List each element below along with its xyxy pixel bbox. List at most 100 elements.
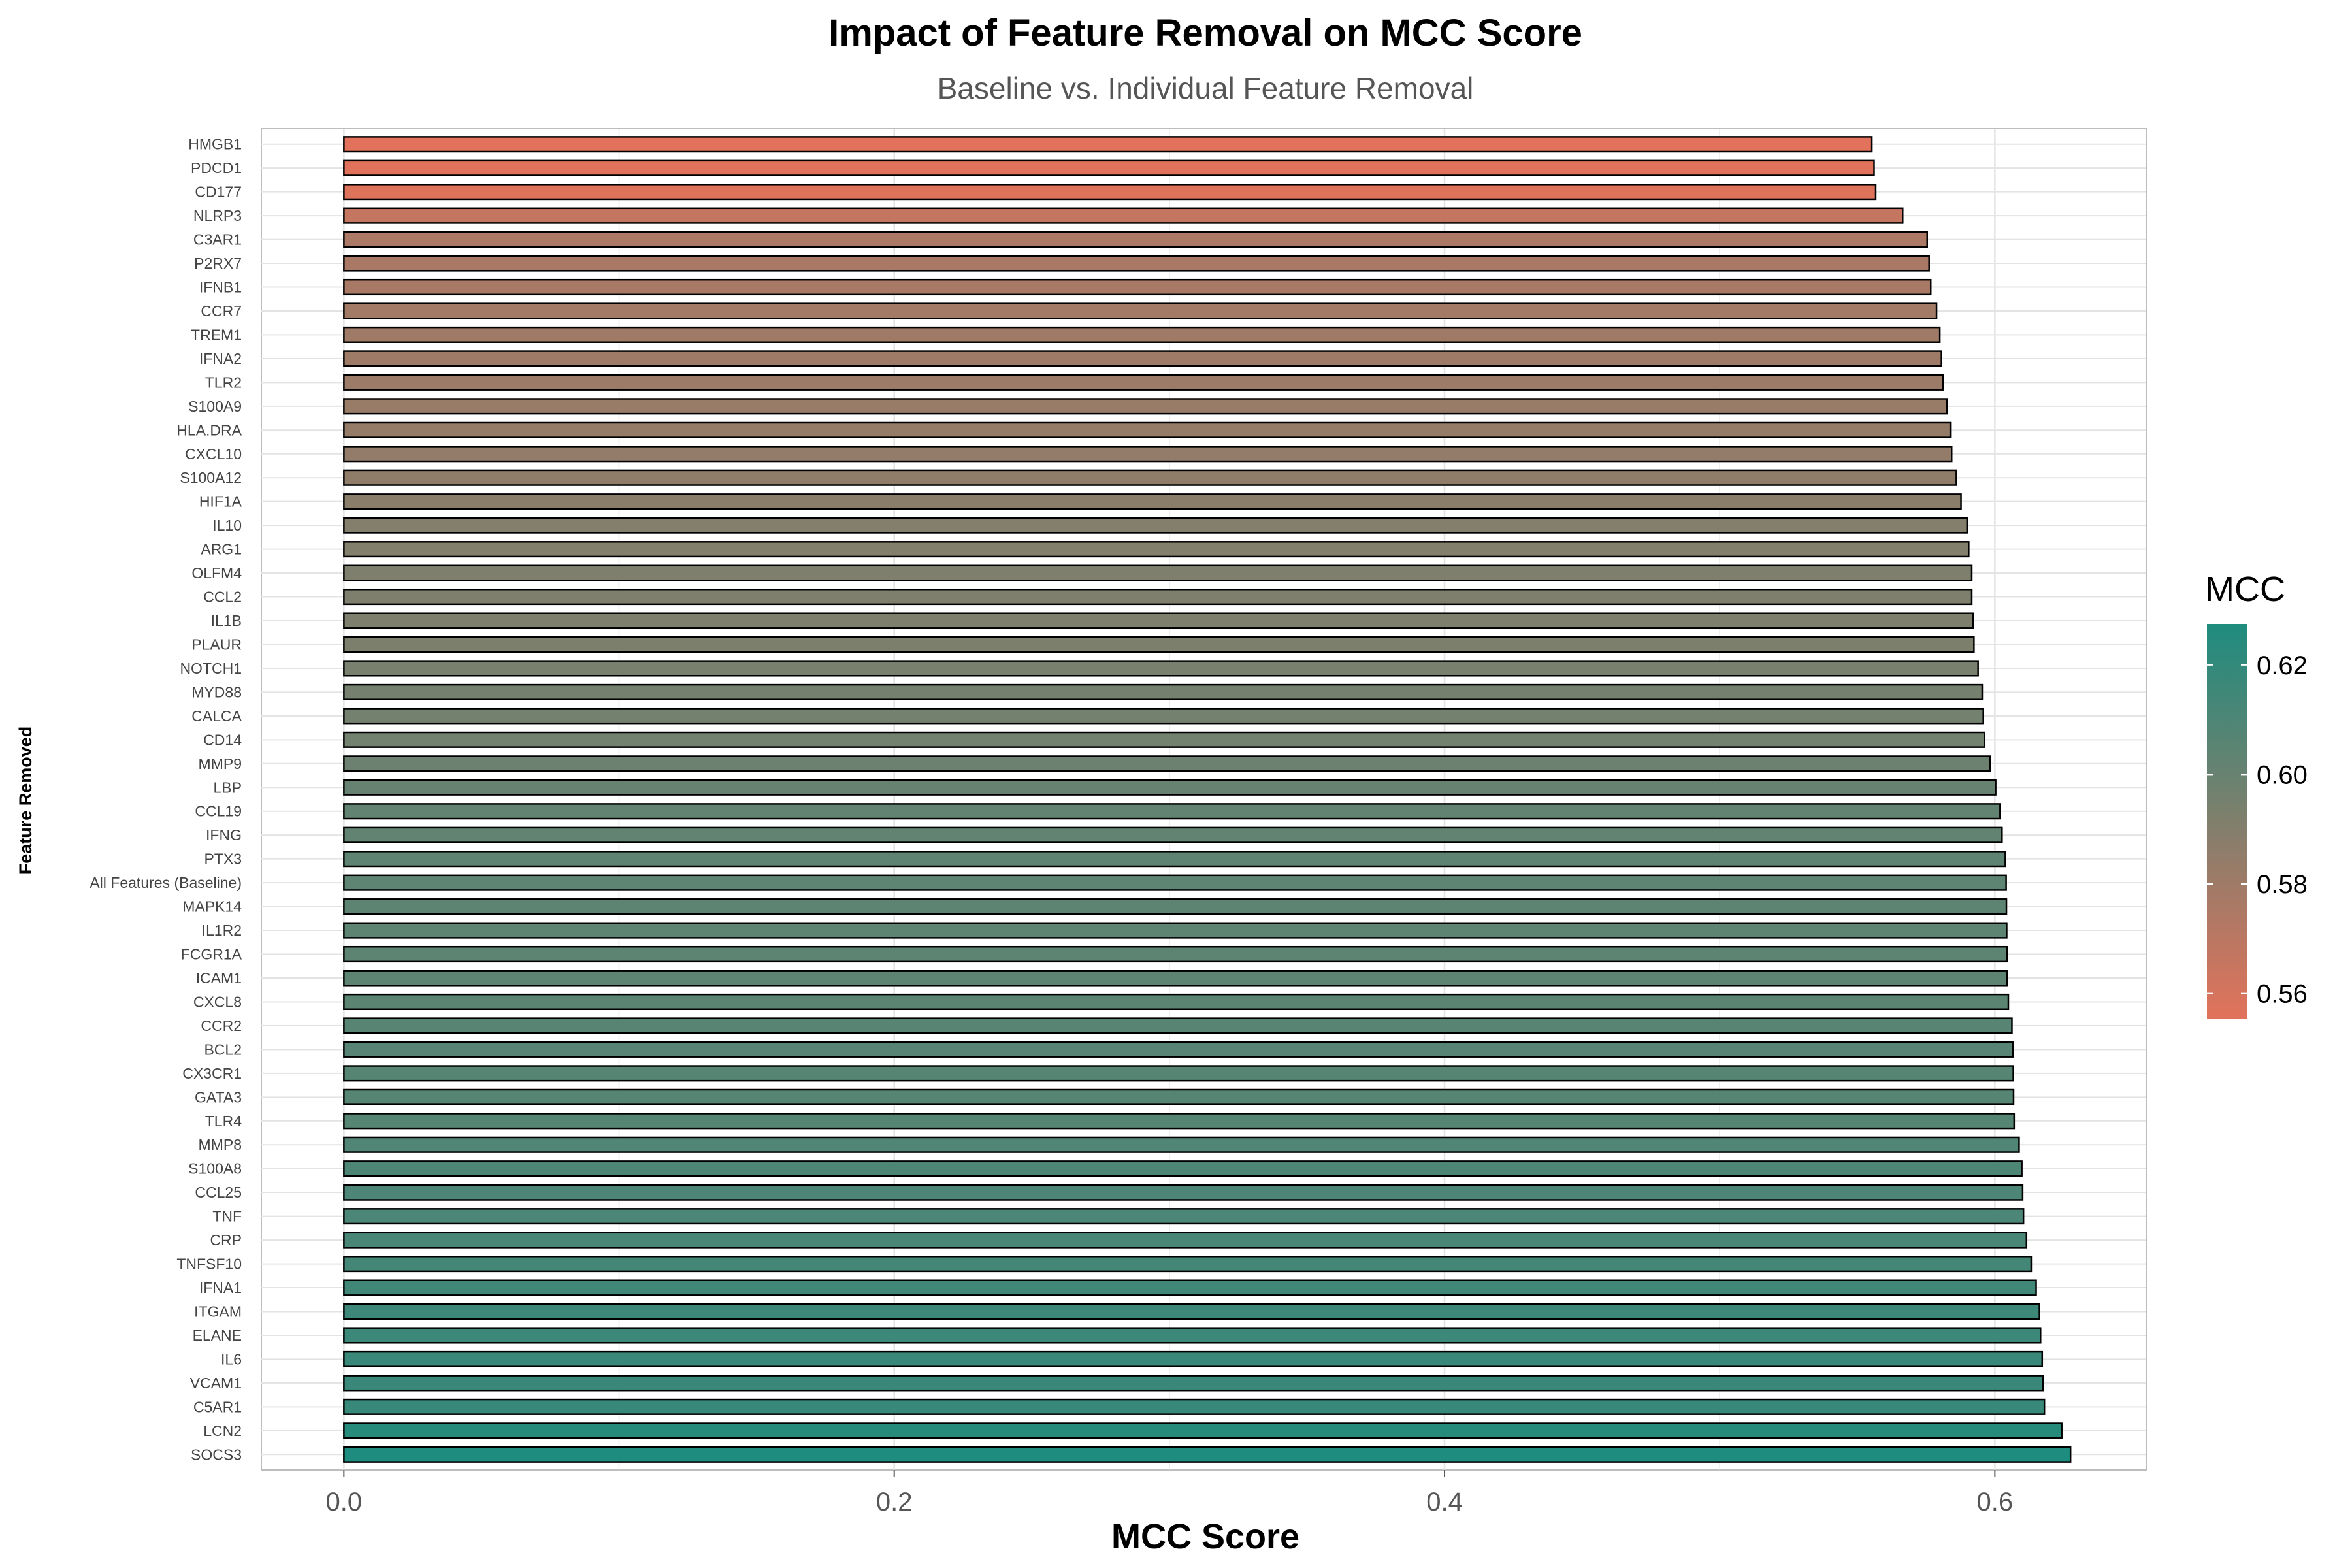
y-tick-label: All Features (Baseline) — [90, 874, 242, 891]
y-tick-label: CCL2 — [203, 589, 242, 606]
bar-s100a8 — [343, 1160, 2023, 1177]
y-tick-label: MYD88 — [191, 683, 242, 700]
y-tick-label: CCL25 — [195, 1184, 242, 1201]
bar-ccl2 — [343, 588, 1973, 606]
legend-colorbar — [2207, 624, 2247, 1019]
bar-gata3 — [343, 1088, 2015, 1105]
chart-subtitle: Baseline vs. Individual Feature Removal — [938, 71, 1474, 105]
bar-olfm4 — [343, 564, 1973, 581]
bar-elane — [343, 1327, 2042, 1344]
bar-tnf — [343, 1208, 2025, 1225]
bar-cxcl8 — [343, 993, 2010, 1011]
y-tick-label: C3AR1 — [193, 231, 242, 248]
y-tick-label: CALCA — [191, 708, 242, 725]
bar-lcn2 — [343, 1422, 2063, 1439]
y-tick-label: CX3CR1 — [182, 1065, 242, 1082]
x-tick-label: 0.6 — [1977, 1488, 2014, 1516]
bar-socs3 — [343, 1446, 2072, 1463]
x-tick-label: 0.0 — [326, 1488, 363, 1516]
plot-panel — [261, 128, 2147, 1471]
y-tick-label: S100A8 — [188, 1160, 242, 1177]
y-tick-label: ITGAM — [194, 1303, 242, 1320]
y-tick-label: PLAUR — [191, 636, 242, 653]
bar-bcl2 — [343, 1041, 2014, 1058]
y-tick-label: SOCS3 — [191, 1446, 242, 1463]
y-tick-label: IFNB1 — [199, 278, 242, 295]
bar-tnfsf10 — [343, 1256, 2033, 1273]
color-legend: MCC 0.56 0.58 0.60 0.62 — [2205, 570, 2308, 1019]
legend-tick-label: 0.58 — [2257, 870, 2308, 899]
bar-pdcd1 — [343, 159, 1875, 176]
y-tick-label: CD177 — [195, 184, 242, 201]
bar-lbp — [343, 779, 1997, 796]
bar-icam1 — [343, 970, 2008, 987]
y-tick-label: PTX3 — [204, 851, 242, 868]
bar-s100a9 — [343, 398, 1948, 415]
y-tick-label: BCL2 — [204, 1041, 242, 1058]
y-tick-label: CD14 — [203, 731, 242, 748]
y-tick-label: NOTCH1 — [180, 660, 242, 677]
bar-itgam — [343, 1303, 2040, 1320]
category-label-layer: HMGB1 PDCD1 CD177 NLRP3 C3AR1 P2RX7 IFNB1 CCR7 T… — [90, 136, 242, 1463]
y-tick-label: CXCL8 — [193, 993, 242, 1010]
y-tick-label: IFNA2 — [199, 350, 242, 367]
y-tick-label: MMP8 — [199, 1136, 242, 1153]
y-axis-title: Feature Removed — [16, 727, 35, 875]
y-tick-label: MMP9 — [199, 755, 242, 772]
bar-ccr7 — [343, 302, 1938, 319]
legend-tick-label: 0.60 — [2257, 760, 2308, 789]
y-tick-label: IL6 — [221, 1350, 242, 1367]
bar-notch1 — [343, 660, 1979, 677]
bar-all-features-baseline- — [343, 874, 2007, 891]
y-tick-label: HLA.DRA — [176, 421, 242, 438]
y-tick-label: IFNA1 — [199, 1279, 242, 1296]
y-tick-label: C5AR1 — [193, 1398, 242, 1415]
bar-tlr2 — [343, 374, 1944, 391]
y-tick-label: OLFM4 — [191, 564, 242, 581]
y-tick-label: IL10 — [212, 517, 242, 534]
bar-hif1a — [343, 493, 1962, 510]
y-tick-label: HMGB1 — [188, 136, 242, 153]
bar-calca — [343, 708, 1984, 725]
bar-mapk14 — [343, 898, 2008, 915]
bar-cx3cr1 — [343, 1065, 2014, 1082]
bar-cd14 — [343, 731, 1985, 748]
y-tick-label: S100A9 — [188, 398, 242, 415]
bar-plaur — [343, 636, 1975, 653]
y-tick-label: TNFSF10 — [176, 1256, 242, 1273]
bar-hla-dra — [343, 421, 1952, 438]
y-tick-label: ICAM1 — [196, 970, 242, 987]
y-tick-label: ARG1 — [201, 541, 242, 558]
legend-tick-label: 0.56 — [2257, 980, 2308, 1009]
y-tick-label: ELANE — [193, 1327, 242, 1344]
bar-ifng — [343, 826, 2003, 843]
y-tick-label: NLRP3 — [193, 207, 242, 224]
bar-il10 — [343, 517, 1968, 534]
legend-title: MCC — [2205, 570, 2285, 609]
bar-trem1 — [343, 326, 1941, 343]
y-tick-label: LBP — [214, 779, 242, 796]
y-tick-label: IL1B — [211, 612, 242, 629]
y-tick-label: CXCL10 — [185, 446, 242, 463]
bar-ifna2 — [343, 350, 1942, 367]
legend-tick-layer: 0.56 0.58 0.60 0.62 — [2207, 651, 2308, 1009]
bar-ptx3 — [343, 851, 2006, 868]
y-tick-label: MAPK14 — [182, 898, 242, 915]
bar-crp — [343, 1232, 2028, 1249]
x-tick-label: 0.2 — [876, 1488, 913, 1516]
y-tick-label: CCR2 — [201, 1017, 242, 1034]
y-tick-label: P2RX7 — [194, 255, 242, 272]
bar-arg1 — [343, 541, 1970, 558]
y-tick-label: TLR2 — [205, 374, 242, 391]
y-tick-label: LCN2 — [203, 1422, 242, 1439]
y-tick-label: GATA3 — [195, 1088, 242, 1105]
bar-ifnb1 — [343, 278, 1932, 296]
bar-cd177 — [343, 184, 1877, 201]
y-tick-label: TREM1 — [191, 326, 242, 343]
bar-cxcl10 — [343, 446, 1953, 463]
bar-myd88 — [343, 683, 1984, 700]
bar-mmp8 — [343, 1136, 2020, 1153]
bar-layer — [343, 136, 2072, 1463]
x-axis-title: MCC Score — [1111, 1517, 1299, 1556]
